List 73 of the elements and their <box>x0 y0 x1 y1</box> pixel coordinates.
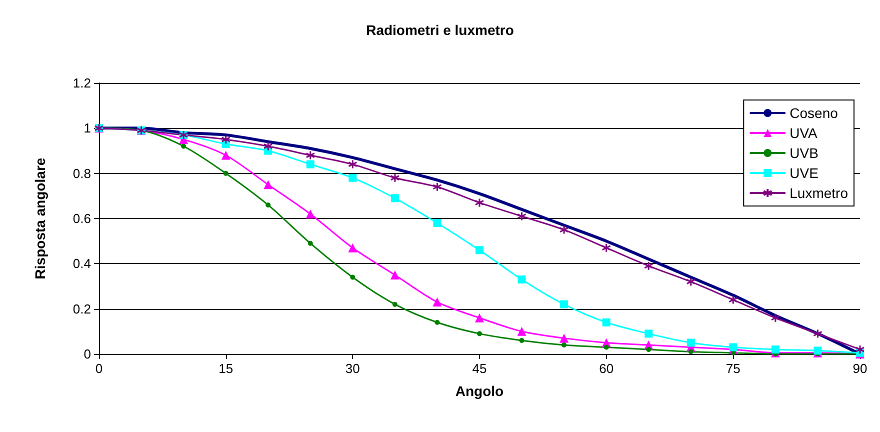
point <box>221 150 230 160</box>
point <box>855 344 865 354</box>
point <box>475 313 484 322</box>
x-tick-label: 30 <box>345 361 360 376</box>
point <box>308 240 313 246</box>
x-tick-label: 75 <box>726 361 740 376</box>
y-tick-label: 1.2 <box>72 76 91 90</box>
point <box>181 144 186 149</box>
point <box>306 160 314 168</box>
point <box>348 174 357 182</box>
point <box>814 346 822 355</box>
y-tick-label: 0.6 <box>72 211 91 226</box>
point <box>266 202 271 208</box>
point <box>221 134 231 144</box>
point <box>348 160 358 170</box>
chart-title: Radiometri e luxmetro <box>366 22 514 38</box>
point <box>602 243 612 253</box>
point <box>306 150 316 160</box>
point <box>688 349 694 354</box>
point <box>686 276 696 286</box>
point <box>264 180 273 190</box>
point <box>644 330 653 338</box>
point <box>433 219 442 228</box>
legend-label: UVA <box>790 125 818 141</box>
point <box>560 300 568 308</box>
point <box>263 141 273 151</box>
point <box>771 345 780 354</box>
point <box>474 198 484 208</box>
point <box>434 320 440 325</box>
y-tick-label: 1 <box>84 120 91 136</box>
x-tick-label: 90 <box>852 361 868 376</box>
point <box>390 270 400 280</box>
x-tick-label: 15 <box>218 361 234 376</box>
point <box>518 275 526 284</box>
y-tick-label: 0.2 <box>72 301 91 316</box>
point <box>519 338 524 343</box>
point <box>432 182 442 192</box>
point <box>390 194 399 202</box>
legend-label: Luxmetro <box>790 185 848 201</box>
y-tick-label: 0.4 <box>72 256 91 272</box>
point <box>517 326 526 336</box>
point <box>604 344 609 350</box>
point <box>392 302 398 307</box>
point <box>646 346 652 352</box>
point <box>432 298 442 307</box>
point <box>223 170 228 176</box>
point <box>517 211 527 221</box>
point <box>728 295 738 305</box>
y-tick-label: 0 <box>84 346 91 362</box>
x-axis-title: Angolo <box>455 383 504 399</box>
point <box>770 313 780 323</box>
x-tick-label: 0 <box>95 361 103 376</box>
point <box>812 328 822 338</box>
legend-label: UVB <box>790 145 818 161</box>
legend-label: Coseno <box>790 105 838 121</box>
point <box>306 209 315 218</box>
y-tick-label: 0.8 <box>72 166 91 181</box>
point <box>476 246 484 254</box>
legend-label: UVE <box>790 165 818 181</box>
x-tick-label: 45 <box>472 361 487 376</box>
point <box>348 243 358 252</box>
y-axis-title: Risposta angolare <box>32 158 48 280</box>
x-tick-label: 60 <box>599 361 614 376</box>
point <box>602 318 610 326</box>
point <box>350 274 356 280</box>
point <box>644 261 654 271</box>
point <box>559 225 569 235</box>
point <box>562 342 567 348</box>
point <box>729 343 738 352</box>
point <box>560 334 569 343</box>
point <box>686 338 695 347</box>
point <box>477 331 482 336</box>
point <box>390 173 400 183</box>
